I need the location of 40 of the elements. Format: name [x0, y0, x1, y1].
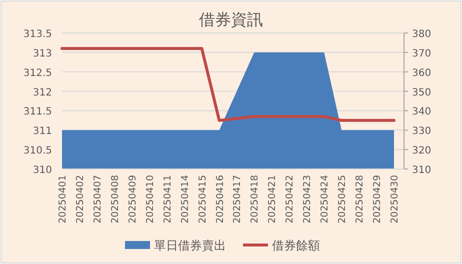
x-tick-label: 20250414 [180, 175, 191, 224]
y-tick-label: 312.5 [23, 68, 52, 79]
y2-tick-label: 310 [412, 165, 432, 176]
y2-tick-label: 330 [412, 126, 432, 138]
y2-tick-label: 340 [412, 106, 432, 118]
x-tick-label: 20250429 [372, 175, 384, 224]
y2-tick-label: 360 [412, 68, 432, 79]
y-tick-label: 310.5 [23, 146, 52, 157]
x-tick-label: 20250422 [284, 175, 296, 224]
y2-tick-label: 320 [412, 146, 432, 157]
x-tick-label: 20250417 [232, 175, 244, 224]
line-series [60, 47, 396, 122]
y2-tick-label: 370 [412, 48, 432, 60]
x-tick-label: 20250424 [320, 175, 331, 224]
y-tick-label: 310 [32, 165, 52, 176]
x-tick-label: 20250401 [58, 175, 68, 224]
x-tick-label: 20250408 [110, 175, 121, 224]
y2-tick-label: 350 [412, 87, 432, 98]
x-tick-label: 20250418 [250, 175, 261, 224]
x-tick-label: 20250423 [302, 175, 314, 224]
chart-title: 借券資訊 [199, 10, 263, 29]
x-tick-label: 20250402 [74, 175, 86, 224]
x-tick-label: 20250430 [390, 175, 400, 224]
legend-label: 借券餘額 [272, 238, 320, 252]
y-tick-label: 313.5 [23, 29, 52, 40]
x-tick-label: 20250409 [127, 175, 138, 224]
x-tick-label: 20250428 [354, 175, 366, 224]
y-tick-label: 313 [32, 48, 52, 60]
x-tick-label: 20250410 [144, 175, 156, 224]
legend-label: 單日借券賣出 [154, 238, 226, 252]
x-tick-label: 20250407 [92, 175, 104, 224]
x-tick-label: 20250415 [197, 175, 208, 224]
y-tick-label: 312 [32, 87, 52, 98]
x-tick-label: 20250416 [214, 175, 226, 224]
x-tick-label: 20250425 [337, 175, 348, 224]
x-tick-label: 20250421 [267, 175, 278, 224]
y-tick-label: 311 [32, 126, 52, 138]
x-tick-label: 20250411 [162, 175, 174, 224]
y2-tick-label: 380 [412, 29, 432, 40]
y-tick-label: 311.5 [23, 106, 52, 118]
